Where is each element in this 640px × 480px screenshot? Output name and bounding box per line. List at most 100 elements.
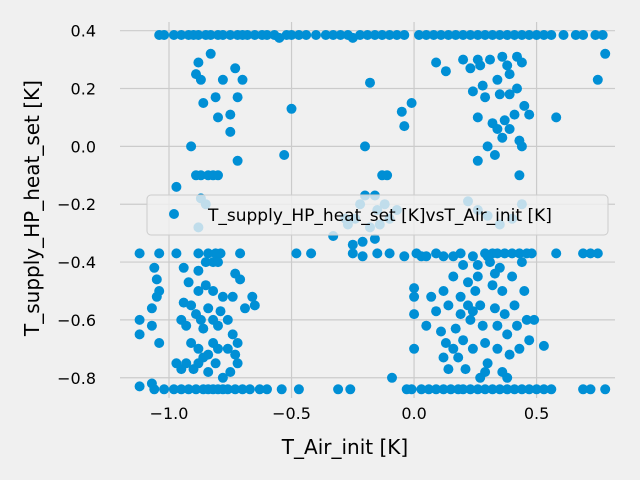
- data-point: [472, 384, 483, 395]
- data-point: [494, 384, 505, 395]
- data-point: [360, 141, 370, 152]
- data-point: [524, 30, 535, 40]
- data-point: [509, 30, 520, 40]
- data-point: [578, 30, 589, 40]
- y-tick-label: −0.4: [57, 253, 96, 272]
- data-point: [507, 248, 518, 259]
- data-point: [431, 57, 442, 68]
- data-point: [489, 150, 500, 160]
- x-tick-labels: −1.0 −0.5 0.0 0.5: [150, 404, 550, 423]
- data-point: [546, 384, 557, 395]
- data-point: [504, 124, 515, 134]
- data-point: [436, 326, 446, 337]
- data-point: [585, 248, 596, 259]
- data-point: [365, 77, 375, 88]
- data-point: [168, 30, 179, 40]
- data-point: [227, 329, 238, 340]
- data-point: [203, 303, 214, 314]
- data-point: [345, 384, 356, 395]
- data-point: [210, 92, 221, 103]
- data-point: [514, 248, 525, 259]
- data-point: [328, 30, 339, 40]
- data-point: [465, 314, 476, 325]
- data-point: [213, 112, 223, 123]
- data-point: [453, 352, 464, 363]
- y-tick-labels: 0.4 0.2 0.0 −0.2 −0.4 −0.6 −0.8: [57, 22, 96, 388]
- data-point: [409, 343, 420, 354]
- data-point: [193, 57, 204, 68]
- data-point: [222, 343, 233, 354]
- data-point: [195, 314, 206, 325]
- data-point: [183, 277, 194, 288]
- data-point: [409, 291, 420, 302]
- data-point: [232, 338, 243, 348]
- data-point: [477, 80, 488, 91]
- data-point: [492, 74, 503, 85]
- data-point: [200, 257, 211, 268]
- data-point: [176, 384, 187, 395]
- data-point: [414, 30, 424, 40]
- data-point: [210, 358, 221, 369]
- data-point: [249, 300, 260, 311]
- x-tick-label: −0.5: [272, 404, 311, 423]
- data-point: [217, 74, 228, 85]
- data-point: [217, 30, 228, 40]
- data-point: [428, 30, 439, 40]
- data-point: [455, 309, 466, 320]
- data-point: [205, 30, 216, 40]
- data-point: [463, 277, 473, 288]
- x-tick-label: 0.5: [524, 404, 549, 423]
- data-point: [208, 286, 219, 296]
- data-point: [480, 338, 491, 348]
- data-point: [291, 248, 302, 259]
- data-point: [578, 384, 589, 395]
- data-point: [213, 170, 223, 181]
- data-point: [516, 57, 527, 68]
- data-point: [487, 280, 498, 291]
- data-point: [509, 300, 520, 311]
- data-point: [134, 248, 145, 259]
- data-point: [369, 30, 380, 40]
- y-tick-label: 0.4: [71, 22, 96, 41]
- data-point: [502, 329, 513, 340]
- data-point: [455, 291, 466, 302]
- data-point: [384, 30, 395, 40]
- data-point: [480, 384, 491, 395]
- data-point: [502, 60, 513, 71]
- data-point: [509, 384, 520, 395]
- legend-marker: [169, 209, 179, 219]
- data-point: [499, 115, 510, 126]
- data-point: [440, 66, 451, 77]
- data-point: [311, 30, 321, 40]
- data-point: [149, 384, 160, 395]
- data-point: [538, 30, 549, 40]
- data-point: [551, 248, 562, 259]
- data-point: [205, 48, 216, 59]
- data-point: [516, 141, 527, 152]
- data-point: [516, 30, 527, 40]
- data-point: [193, 343, 204, 354]
- data-point: [193, 30, 204, 40]
- data-point: [154, 248, 165, 259]
- data-point: [458, 54, 469, 65]
- data-point: [416, 384, 427, 395]
- data-point: [409, 309, 420, 320]
- data-point: [597, 30, 608, 40]
- data-point: [590, 30, 601, 40]
- data-point: [198, 98, 209, 108]
- data-point: [492, 320, 503, 331]
- data-point: [455, 248, 466, 259]
- data-point: [191, 384, 201, 395]
- data-point: [538, 340, 549, 351]
- data-point: [232, 92, 243, 103]
- data-point: [193, 248, 204, 259]
- data-point: [227, 291, 238, 302]
- data-point: [217, 372, 228, 383]
- data-point: [178, 262, 189, 273]
- data-point: [487, 30, 498, 40]
- data-point: [193, 286, 204, 296]
- data-point: [458, 30, 469, 40]
- data-point: [262, 30, 272, 40]
- data-point: [492, 248, 503, 259]
- data-point: [477, 320, 488, 331]
